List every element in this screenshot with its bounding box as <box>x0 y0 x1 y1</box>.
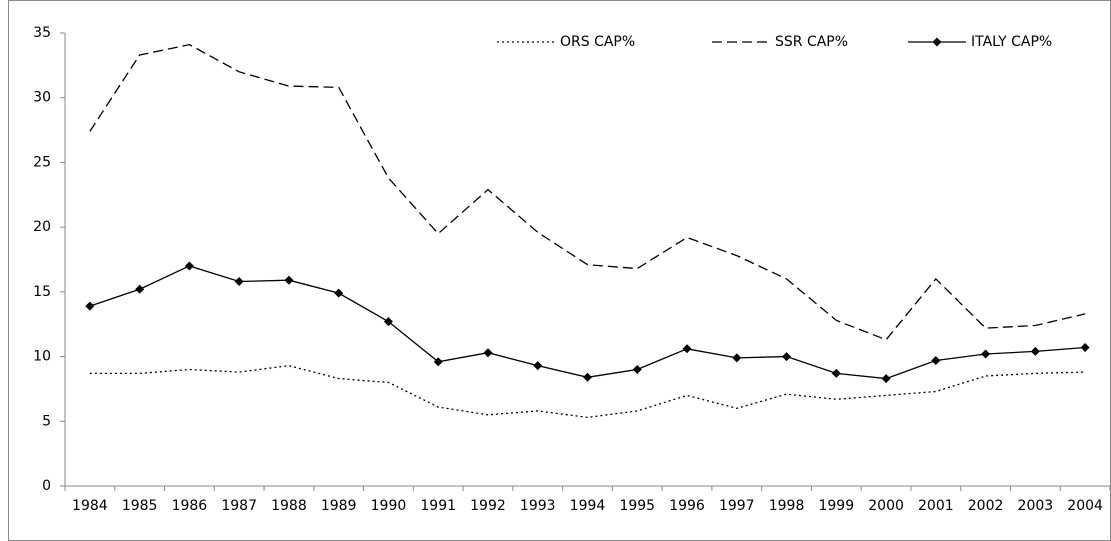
marker <box>135 284 145 294</box>
marker <box>632 365 642 375</box>
y-tick-label: 10 <box>33 349 51 365</box>
legend-marker <box>932 37 942 47</box>
marker <box>383 317 393 327</box>
x-tick-label: 1993 <box>520 498 556 514</box>
x-tick-label: 2001 <box>918 498 954 514</box>
marker <box>85 301 95 311</box>
y-tick-label: 35 <box>33 25 51 41</box>
x-tick-label: 1998 <box>769 498 805 514</box>
marker <box>1080 343 1090 353</box>
x-tick-label: 1989 <box>321 498 357 514</box>
y-tick-label: 30 <box>33 90 51 106</box>
y-tick-label: 5 <box>42 413 51 429</box>
marker <box>931 355 941 365</box>
marker <box>732 353 742 363</box>
x-tick-label: 1987 <box>221 498 257 514</box>
y-tick-label: 25 <box>33 154 51 170</box>
marker <box>1030 346 1040 356</box>
marker <box>782 352 792 362</box>
marker <box>831 368 841 378</box>
marker <box>234 277 244 287</box>
x-tick-label: 1999 <box>818 498 854 514</box>
y-tick-label: 15 <box>33 284 51 300</box>
legend-label: SSR CAP% <box>775 34 848 50</box>
marker <box>284 275 294 285</box>
x-tick-label: 2003 <box>1018 498 1054 514</box>
x-tick-label: 1994 <box>570 498 606 514</box>
x-tick-label: 1988 <box>271 498 307 514</box>
chart-frame <box>8 0 1111 541</box>
legend-label: ORS CAP% <box>560 34 635 50</box>
series-line <box>89 364 1086 419</box>
x-tick-label: 1995 <box>619 498 655 514</box>
series-line <box>89 43 1086 341</box>
x-tick-label: 2004 <box>1067 498 1103 514</box>
x-tick-label: 1997 <box>719 498 755 514</box>
x-tick-label: 1996 <box>669 498 705 514</box>
marker <box>184 261 194 271</box>
marker <box>881 374 891 384</box>
x-tick-label: 1985 <box>122 498 158 514</box>
y-tick-label: 0 <box>42 478 51 494</box>
marker <box>682 344 692 354</box>
x-tick-label: 1984 <box>72 498 108 514</box>
marker <box>981 349 991 359</box>
x-tick-label: 2000 <box>868 498 904 514</box>
x-tick-label: 1991 <box>420 498 456 514</box>
marker <box>583 372 592 382</box>
legend-label: ITALY CAP% <box>971 34 1052 50</box>
marker <box>433 357 443 367</box>
x-tick-label: 1990 <box>371 498 407 514</box>
y-tick-label: 20 <box>33 219 51 235</box>
marker <box>334 288 344 298</box>
x-tick-label: 1986 <box>172 498 208 514</box>
marker <box>483 348 493 358</box>
marker <box>533 361 543 371</box>
x-tick-label: 2002 <box>968 498 1004 514</box>
x-tick-label: 1992 <box>470 498 506 514</box>
